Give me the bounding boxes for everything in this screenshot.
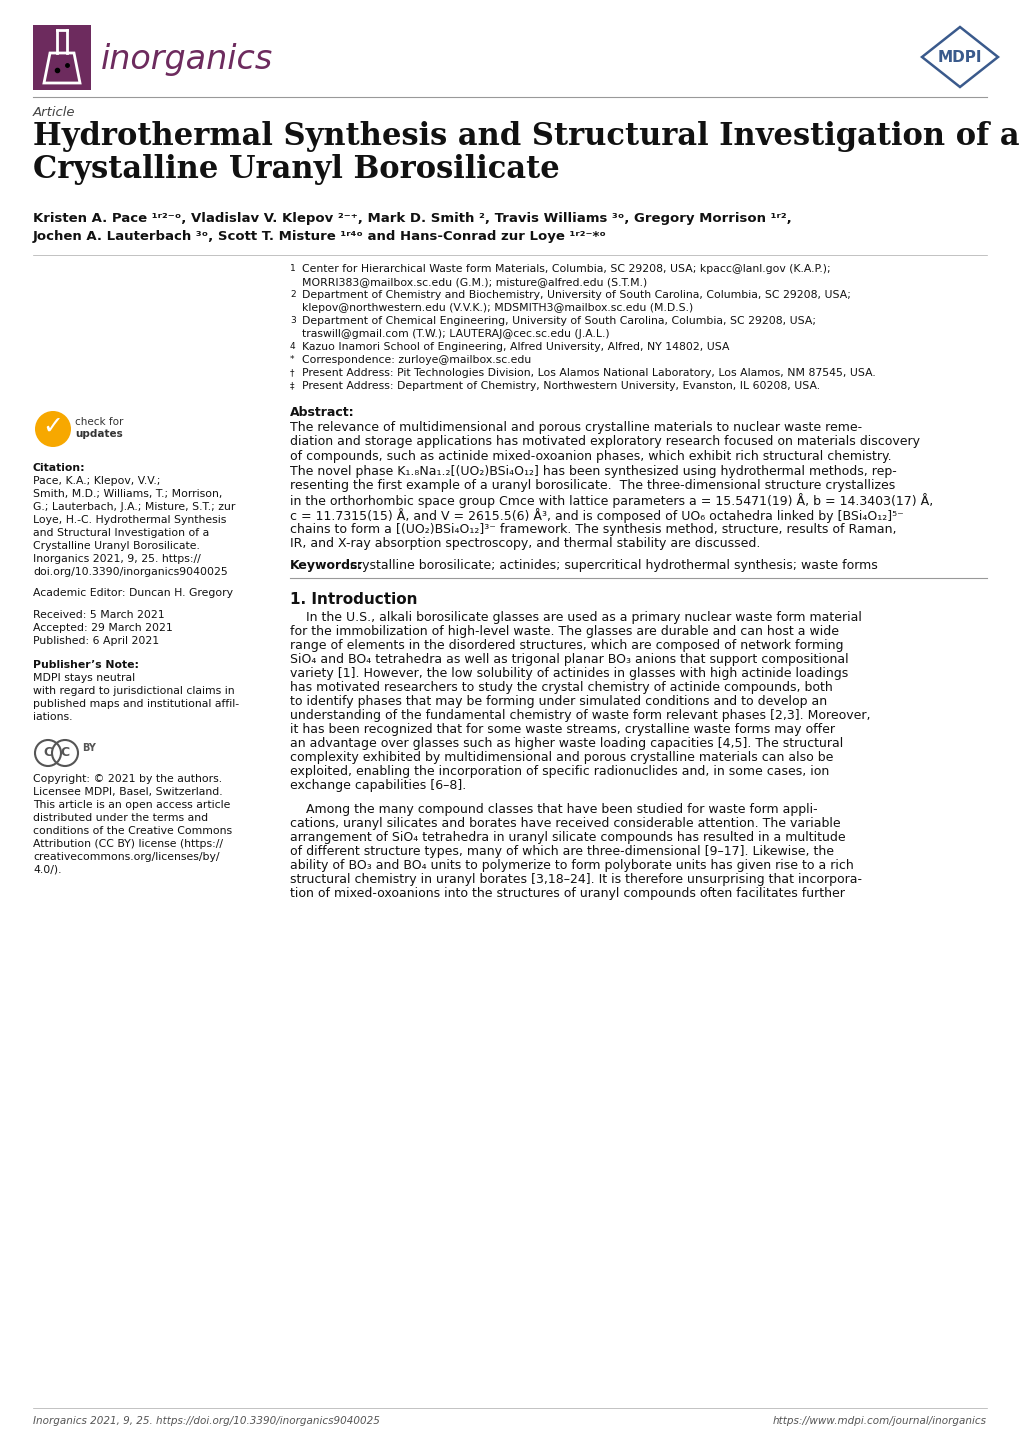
Text: Attribution (CC BY) license (https://: Attribution (CC BY) license (https:// — [33, 839, 223, 849]
Text: Published: 6 April 2021: Published: 6 April 2021 — [33, 636, 159, 646]
Text: The novel phase K₁.₈Na₁.₂[(UO₂)BSi₄O₁₂] has been synthesized using hydrothermal : The novel phase K₁.₈Na₁.₂[(UO₂)BSi₄O₁₂] … — [289, 464, 896, 477]
Text: crystalline borosilicate; actinides; supercritical hydrothermal synthesis; waste: crystalline borosilicate; actinides; sup… — [350, 559, 877, 572]
Text: resenting the first example of a uranyl borosilicate.  The three-dimensional str: resenting the first example of a uranyl … — [289, 479, 895, 492]
Text: it has been recognized that for some waste streams, crystalline waste forms may : it has been recognized that for some was… — [289, 724, 835, 737]
Text: updates: updates — [75, 430, 122, 438]
Text: C: C — [44, 747, 53, 760]
Text: traswill@gmail.com (T.W.); LAUTERAJ@cec.sc.edu (J.A.L.): traswill@gmail.com (T.W.); LAUTERAJ@cec.… — [302, 329, 609, 339]
Text: Department of Chemical Engineering, University of South Carolina, Columbia, SC 2: Department of Chemical Engineering, Univ… — [302, 316, 815, 326]
Text: Pace, K.A.; Klepov, V.V.;: Pace, K.A.; Klepov, V.V.; — [33, 476, 160, 486]
Text: Center for Hierarchical Waste form Materials, Columbia, SC 29208, USA; kpacc@lan: Center for Hierarchical Waste form Mater… — [302, 264, 829, 274]
Text: Citation:: Citation: — [33, 463, 86, 473]
Text: Loye, H.-C. Hydrothermal Synthesis: Loye, H.-C. Hydrothermal Synthesis — [33, 515, 226, 525]
Text: ‡: ‡ — [289, 381, 294, 389]
Bar — [33, 25, 91, 89]
Text: Crystalline Uranyl Borosilicate.: Crystalline Uranyl Borosilicate. — [33, 541, 200, 551]
Text: MORRI383@mailbox.sc.edu (G.M.); misture@alfred.edu (S.T.M.): MORRI383@mailbox.sc.edu (G.M.); misture@… — [302, 277, 647, 287]
Text: 2: 2 — [289, 290, 296, 298]
Text: Academic Editor: Duncan H. Gregory: Academic Editor: Duncan H. Gregory — [33, 588, 232, 598]
Text: 4.0/).: 4.0/). — [33, 865, 61, 875]
Text: Crystalline Uranyl Borosilicate: Crystalline Uranyl Borosilicate — [33, 154, 559, 185]
Text: 1. Introduction: 1. Introduction — [289, 591, 417, 607]
Text: variety [1]. However, the low solubility of actinides in glasses with high actin: variety [1]. However, the low solubility… — [289, 668, 848, 681]
Text: published maps and institutional affil-: published maps and institutional affil- — [33, 699, 238, 709]
Text: diation and storage applications has motivated exploratory research focused on m: diation and storage applications has mot… — [289, 435, 919, 448]
Text: Present Address: Pit Technologies Division, Los Alamos National Laboratory, Los : Present Address: Pit Technologies Divisi… — [302, 368, 875, 378]
Text: complexity exhibited by multidimensional and porous crystalline materials can al: complexity exhibited by multidimensional… — [289, 751, 833, 764]
Text: Keywords:: Keywords: — [289, 559, 363, 572]
Text: ✓: ✓ — [43, 415, 63, 438]
Text: Smith, M.D.; Williams, T.; Morrison,: Smith, M.D.; Williams, T.; Morrison, — [33, 489, 222, 499]
Text: cations, uranyl silicates and borates have received considerable attention. The : cations, uranyl silicates and borates ha… — [289, 818, 840, 831]
Text: Present Address: Department of Chemistry, Northwestern University, Evanston, IL : Present Address: Department of Chemistry… — [302, 381, 819, 391]
Text: Inorganics 2021, 9, 25. https://: Inorganics 2021, 9, 25. https:// — [33, 554, 201, 564]
Text: arrangement of SiO₄ tetrahedra in uranyl silicate compounds has resulted in a mu: arrangement of SiO₄ tetrahedra in uranyl… — [289, 832, 845, 845]
Text: doi.org/10.3390/inorganics9040025: doi.org/10.3390/inorganics9040025 — [33, 567, 227, 577]
Text: Kazuo Inamori School of Engineering, Alfred University, Alfred, NY 14802, USA: Kazuo Inamori School of Engineering, Alf… — [302, 342, 729, 352]
Text: https://www.mdpi.com/journal/inorganics: https://www.mdpi.com/journal/inorganics — [772, 1416, 986, 1426]
Text: 1: 1 — [289, 264, 296, 273]
Text: Jochen A. Lauterbach ³ᵒ, Scott T. Misture ¹ʳ⁴ᵒ and Hans-Conrad zur Loye ¹ʳ²⁻*ᵒ: Jochen A. Lauterbach ³ᵒ, Scott T. Mistur… — [33, 231, 606, 244]
Text: ability of BO₃ and BO₄ units to polymerize to form polyborate units has given ri: ability of BO₃ and BO₄ units to polymeri… — [289, 859, 853, 872]
Text: †: † — [289, 368, 294, 376]
Text: Article: Article — [33, 107, 75, 120]
Text: Among the many compound classes that have been studied for waste form appli-: Among the many compound classes that hav… — [289, 803, 817, 816]
Text: 4: 4 — [289, 342, 296, 350]
Text: Kristen A. Pace ¹ʳ²⁻ᵒ, Vladislav V. Klepov ²⁻⁺, Mark D. Smith ², Travis Williams: Kristen A. Pace ¹ʳ²⁻ᵒ, Vladislav V. Klep… — [33, 212, 791, 225]
Text: iations.: iations. — [33, 712, 72, 722]
Text: Licensee MDPI, Basel, Switzerland.: Licensee MDPI, Basel, Switzerland. — [33, 787, 222, 797]
Text: in the orthorhombic space group Cmce with lattice parameters a = 15.5471(19) Å, : in the orthorhombic space group Cmce wit… — [289, 493, 932, 509]
Text: MDPI: MDPI — [936, 49, 981, 65]
Text: has motivated researchers to study the crystal chemistry of actinide compounds, : has motivated researchers to study the c… — [289, 682, 832, 695]
Text: c = 11.7315(15) Å, and V = 2615.5(6) Å³, and is composed of UO₆ octahedra linked: c = 11.7315(15) Å, and V = 2615.5(6) Å³,… — [289, 508, 903, 523]
Circle shape — [35, 411, 71, 447]
Text: conditions of the Creative Commons: conditions of the Creative Commons — [33, 826, 232, 836]
Text: MDPI stays neutral: MDPI stays neutral — [33, 673, 135, 684]
Text: of compounds, such as actinide mixed-oxoanion phases, which exhibit rich structu: of compounds, such as actinide mixed-oxo… — [289, 450, 891, 463]
Text: understanding of the fundamental chemistry of waste form relevant phases [2,3]. : understanding of the fundamental chemist… — [289, 709, 869, 722]
Text: exploited, enabling the incorporation of specific radionuclides and, in some cas: exploited, enabling the incorporation of… — [289, 766, 828, 779]
Text: to identify phases that may be forming under simulated conditions and to develop: to identify phases that may be forming u… — [289, 695, 826, 708]
Text: of different structure types, many of which are three-dimensional [9–17]. Likewi: of different structure types, many of wh… — [289, 845, 834, 858]
Text: check for: check for — [75, 417, 123, 427]
Text: Copyright: © 2021 by the authors.: Copyright: © 2021 by the authors. — [33, 774, 222, 784]
Text: with regard to jurisdictional claims in: with regard to jurisdictional claims in — [33, 686, 234, 696]
Text: creativecommons.org/licenses/by/: creativecommons.org/licenses/by/ — [33, 852, 219, 862]
Text: Publisher’s Note:: Publisher’s Note: — [33, 660, 139, 671]
Text: klepov@northwestern.edu (V.V.K.); MDSMITH3@mailbox.sc.edu (M.D.S.): klepov@northwestern.edu (V.V.K.); MDSMIT… — [302, 303, 693, 313]
Text: In the U.S., alkali borosilicate glasses are used as a primary nuclear waste for: In the U.S., alkali borosilicate glasses… — [289, 611, 861, 624]
Text: The relevance of multidimensional and porous crystalline materials to nuclear wa: The relevance of multidimensional and po… — [289, 421, 861, 434]
Text: This article is an open access article: This article is an open access article — [33, 800, 230, 810]
Text: C: C — [60, 747, 69, 760]
Text: Received: 5 March 2021: Received: 5 March 2021 — [33, 610, 164, 620]
Text: G.; Lauterbach, J.A.; Misture, S.T.; zur: G.; Lauterbach, J.A.; Misture, S.T.; zur — [33, 502, 235, 512]
Text: and Structural Investigation of a: and Structural Investigation of a — [33, 528, 209, 538]
Text: Abstract:: Abstract: — [289, 407, 355, 420]
Text: structural chemistry in uranyl borates [3,18–24]. It is therefore unsurprising t: structural chemistry in uranyl borates [… — [289, 874, 861, 887]
Text: tion of mixed-oxoanions into the structures of uranyl compounds often facilitate: tion of mixed-oxoanions into the structu… — [289, 887, 844, 900]
Text: inorganics: inorganics — [101, 43, 273, 76]
Text: Correspondence: zurloye@mailbox.sc.edu: Correspondence: zurloye@mailbox.sc.edu — [302, 355, 531, 365]
Text: range of elements in the disordered structures, which are composed of network fo: range of elements in the disordered stru… — [289, 639, 843, 652]
Text: IR, and X-ray absorption spectroscopy, and thermal stability are discussed.: IR, and X-ray absorption spectroscopy, a… — [289, 536, 759, 549]
Text: chains to form a [(UO₂)BSi₄O₁₂]³⁻ framework. The synthesis method, structure, re: chains to form a [(UO₂)BSi₄O₁₂]³⁻ framew… — [289, 522, 896, 535]
Text: an advantage over glasses such as higher waste loading capacities [4,5]. The str: an advantage over glasses such as higher… — [289, 737, 843, 750]
Text: BY: BY — [82, 743, 96, 753]
Text: distributed under the terms and: distributed under the terms and — [33, 813, 208, 823]
Text: exchange capabilities [6–8].: exchange capabilities [6–8]. — [289, 780, 466, 793]
Text: Hydrothermal Synthesis and Structural Investigation of a: Hydrothermal Synthesis and Structural In… — [33, 121, 1019, 151]
Text: SiO₄ and BO₄ tetrahedra as well as trigonal planar BO₃ anions that support compo: SiO₄ and BO₄ tetrahedra as well as trigo… — [289, 653, 848, 666]
Text: for the immobilization of high-level waste. The glasses are durable and can host: for the immobilization of high-level was… — [289, 626, 839, 639]
Text: Accepted: 29 March 2021: Accepted: 29 March 2021 — [33, 623, 172, 633]
Text: *: * — [289, 355, 294, 363]
Text: Inorganics 2021, 9, 25. https://doi.org/10.3390/inorganics9040025: Inorganics 2021, 9, 25. https://doi.org/… — [33, 1416, 379, 1426]
Text: Department of Chemistry and Biochemistry, University of South Carolina, Columbia: Department of Chemistry and Biochemistry… — [302, 290, 850, 300]
Text: 3: 3 — [289, 316, 296, 324]
